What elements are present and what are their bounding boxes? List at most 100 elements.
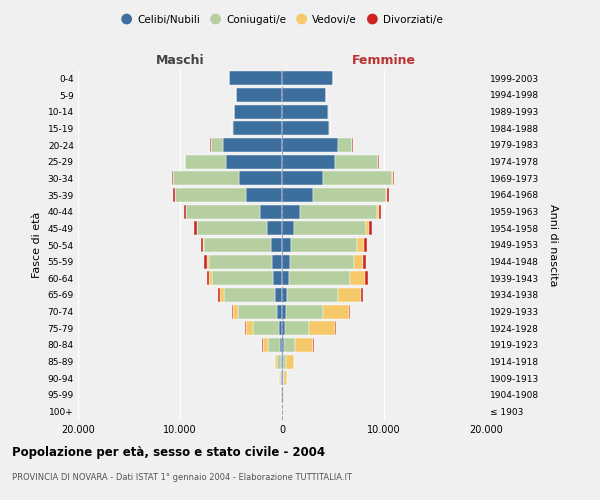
Bar bbox=[238, 304, 277, 319]
Bar bbox=[282, 371, 283, 386]
Text: Maschi: Maschi bbox=[155, 54, 205, 66]
Bar bbox=[354, 254, 363, 269]
Bar bbox=[197, 221, 267, 236]
Bar bbox=[338, 138, 352, 152]
Bar bbox=[268, 338, 280, 352]
Bar bbox=[226, 154, 282, 169]
Bar bbox=[286, 354, 293, 369]
Bar bbox=[282, 138, 338, 152]
Bar bbox=[236, 88, 282, 102]
Bar bbox=[284, 338, 295, 352]
Bar bbox=[363, 254, 367, 269]
Bar bbox=[282, 322, 284, 336]
Bar bbox=[358, 238, 364, 252]
Bar bbox=[338, 288, 361, 302]
Bar bbox=[275, 354, 277, 369]
Bar bbox=[365, 271, 368, 285]
Bar bbox=[175, 188, 247, 202]
Bar bbox=[284, 371, 287, 386]
Bar bbox=[282, 88, 326, 102]
Bar bbox=[329, 121, 330, 136]
Bar bbox=[281, 354, 282, 369]
Bar bbox=[283, 371, 284, 386]
Bar bbox=[377, 204, 379, 219]
Bar bbox=[267, 221, 282, 236]
Bar bbox=[286, 304, 323, 319]
Bar bbox=[205, 238, 271, 252]
Bar bbox=[282, 354, 283, 369]
Bar bbox=[185, 154, 226, 169]
Bar bbox=[280, 371, 281, 386]
Bar bbox=[247, 188, 282, 202]
Bar bbox=[229, 71, 282, 86]
Bar bbox=[224, 288, 275, 302]
Bar bbox=[247, 322, 253, 336]
Bar bbox=[186, 204, 260, 219]
Bar bbox=[284, 322, 309, 336]
Text: PROVINCIA DI NOVARA - Dati ISTAT 1° gennaio 2004 - Elaborazione TUTTITALIA.IT: PROVINCIA DI NOVARA - Dati ISTAT 1° genn… bbox=[12, 473, 352, 482]
Bar bbox=[295, 338, 313, 352]
Bar bbox=[282, 388, 283, 402]
Bar bbox=[387, 188, 389, 202]
Bar bbox=[245, 322, 247, 336]
Bar bbox=[218, 288, 220, 302]
Bar bbox=[281, 371, 282, 386]
Bar bbox=[203, 238, 205, 252]
Legend: Celibi/Nubili, Coniugati/e, Vedovi/e, Divorziati/e: Celibi/Nubili, Coniugati/e, Vedovi/e, Di… bbox=[117, 10, 447, 29]
Bar bbox=[283, 388, 284, 402]
Bar bbox=[272, 254, 282, 269]
Bar bbox=[220, 288, 224, 302]
Bar bbox=[282, 304, 286, 319]
Bar bbox=[379, 204, 381, 219]
Bar bbox=[277, 354, 281, 369]
Bar bbox=[201, 238, 203, 252]
Bar bbox=[283, 354, 286, 369]
Bar bbox=[282, 154, 335, 169]
Bar bbox=[282, 104, 328, 118]
Bar bbox=[294, 221, 365, 236]
Bar bbox=[282, 121, 329, 136]
Y-axis label: Fasce di età: Fasce di età bbox=[32, 212, 42, 278]
Bar bbox=[212, 271, 273, 285]
Bar bbox=[239, 171, 282, 186]
Bar bbox=[282, 71, 333, 86]
Y-axis label: Anni di nascita: Anni di nascita bbox=[548, 204, 558, 286]
Bar bbox=[282, 238, 291, 252]
Bar bbox=[223, 138, 282, 152]
Bar bbox=[289, 271, 350, 285]
Bar bbox=[209, 254, 272, 269]
Bar bbox=[335, 154, 378, 169]
Bar bbox=[232, 304, 233, 319]
Bar bbox=[282, 271, 289, 285]
Bar bbox=[282, 204, 301, 219]
Bar bbox=[350, 271, 365, 285]
Bar bbox=[365, 221, 369, 236]
Bar bbox=[253, 322, 279, 336]
Text: Femmine: Femmine bbox=[352, 54, 416, 66]
Bar bbox=[173, 171, 239, 186]
Bar bbox=[263, 338, 268, 352]
Bar bbox=[282, 188, 313, 202]
Bar bbox=[282, 171, 323, 186]
Bar bbox=[349, 304, 350, 319]
Bar bbox=[279, 322, 282, 336]
Bar bbox=[273, 271, 282, 285]
Bar bbox=[282, 221, 294, 236]
Text: Popolazione per età, sesso e stato civile - 2004: Popolazione per età, sesso e stato civil… bbox=[12, 446, 325, 459]
Bar bbox=[271, 238, 282, 252]
Bar bbox=[282, 254, 290, 269]
Bar bbox=[277, 304, 282, 319]
Bar bbox=[260, 204, 282, 219]
Bar bbox=[184, 204, 185, 219]
Bar bbox=[173, 188, 175, 202]
Bar bbox=[364, 238, 367, 252]
Bar bbox=[290, 254, 354, 269]
Bar bbox=[275, 288, 282, 302]
Bar bbox=[233, 121, 282, 136]
Bar bbox=[282, 288, 287, 302]
Bar bbox=[211, 138, 223, 152]
Bar bbox=[172, 171, 173, 186]
Bar bbox=[207, 254, 209, 269]
Bar bbox=[386, 188, 387, 202]
Bar bbox=[291, 238, 358, 252]
